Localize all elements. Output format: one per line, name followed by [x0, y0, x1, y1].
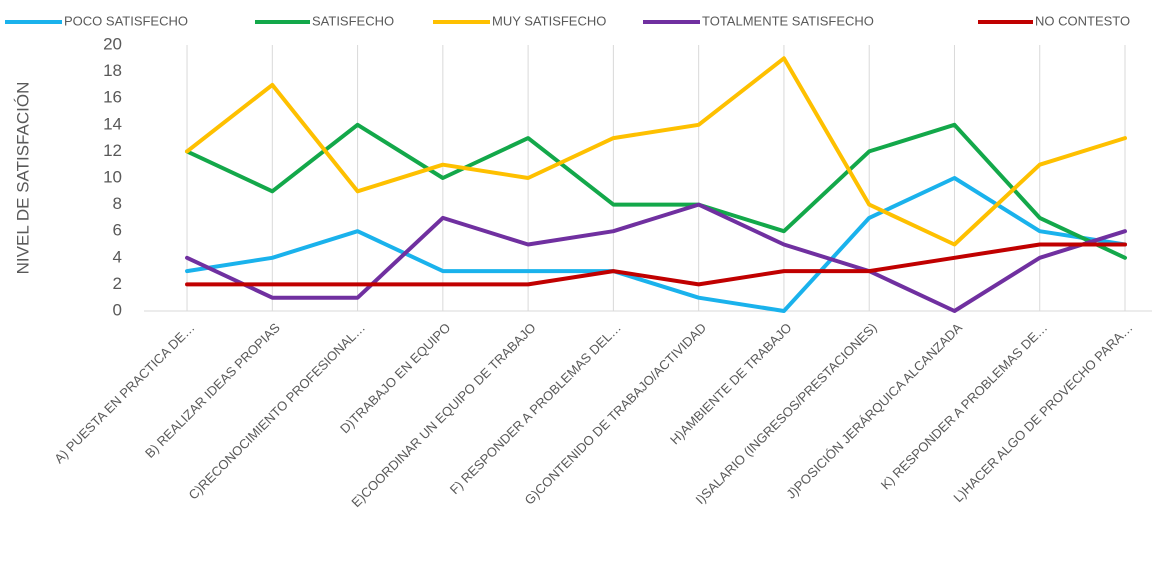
y-tick-label: 8: [113, 194, 122, 213]
y-tick-label: 10: [103, 167, 122, 186]
y-tick-label: 4: [113, 247, 122, 266]
legend-label: POCO SATISFECHO: [64, 13, 188, 28]
x-tick-label: I)SALARIO (INGRESOS/PRESTACIONES): [693, 320, 880, 507]
series-line: [185, 202, 1128, 313]
y-tick-label: 12: [103, 141, 122, 160]
legend-label: TOTALMENTE SATISFECHO: [702, 13, 874, 28]
y-tick-label: 6: [113, 221, 122, 240]
legend-label: MUY SATISFECHO: [492, 13, 606, 28]
x-tick-label: B) REALIZAR IDEAS PROPIAS: [142, 320, 283, 461]
y-tick-label: 20: [103, 34, 122, 53]
x-tick-label: J)POSICIÓN JERÁRQUICA ALCANZADA: [783, 320, 965, 502]
x-tick-label: L)HACER ALGO DE PROVECHO PARA…: [950, 320, 1135, 505]
y-axis-label: NIVEL DE SATISFACIÓN: [13, 82, 32, 275]
series-line: [185, 56, 1128, 247]
x-tick-label: F) RESPONDER A PROBLEMAS DEL…: [447, 320, 624, 497]
x-tick-label: E)COORDINAR UN EQUIPO DE TRABAJO: [348, 320, 538, 510]
legend-label: NO CONTESTO: [1035, 13, 1130, 28]
y-tick-label: 16: [103, 88, 122, 107]
y-tick-label: 0: [113, 300, 122, 319]
series-line: [185, 242, 1128, 287]
x-tick-label: A) PUESTA EN PRACTICA DE…: [51, 320, 197, 466]
legend-label: SATISFECHO: [312, 13, 394, 28]
x-tick-label: G)CONTENIDO DE TRABAJO/ACTIVIDAD: [522, 320, 710, 508]
y-tick-label: 14: [103, 114, 122, 133]
series-line: [185, 176, 1128, 313]
series-line: [185, 122, 1128, 260]
y-tick-label: 2: [113, 274, 122, 293]
x-tick-label: K) RESPONDER A PROBLEMAS DE…: [878, 320, 1051, 493]
y-tick-label: 18: [103, 61, 122, 80]
x-tick-label: C)RECONOCIMIENTO PROFESIONAL…: [186, 320, 369, 503]
